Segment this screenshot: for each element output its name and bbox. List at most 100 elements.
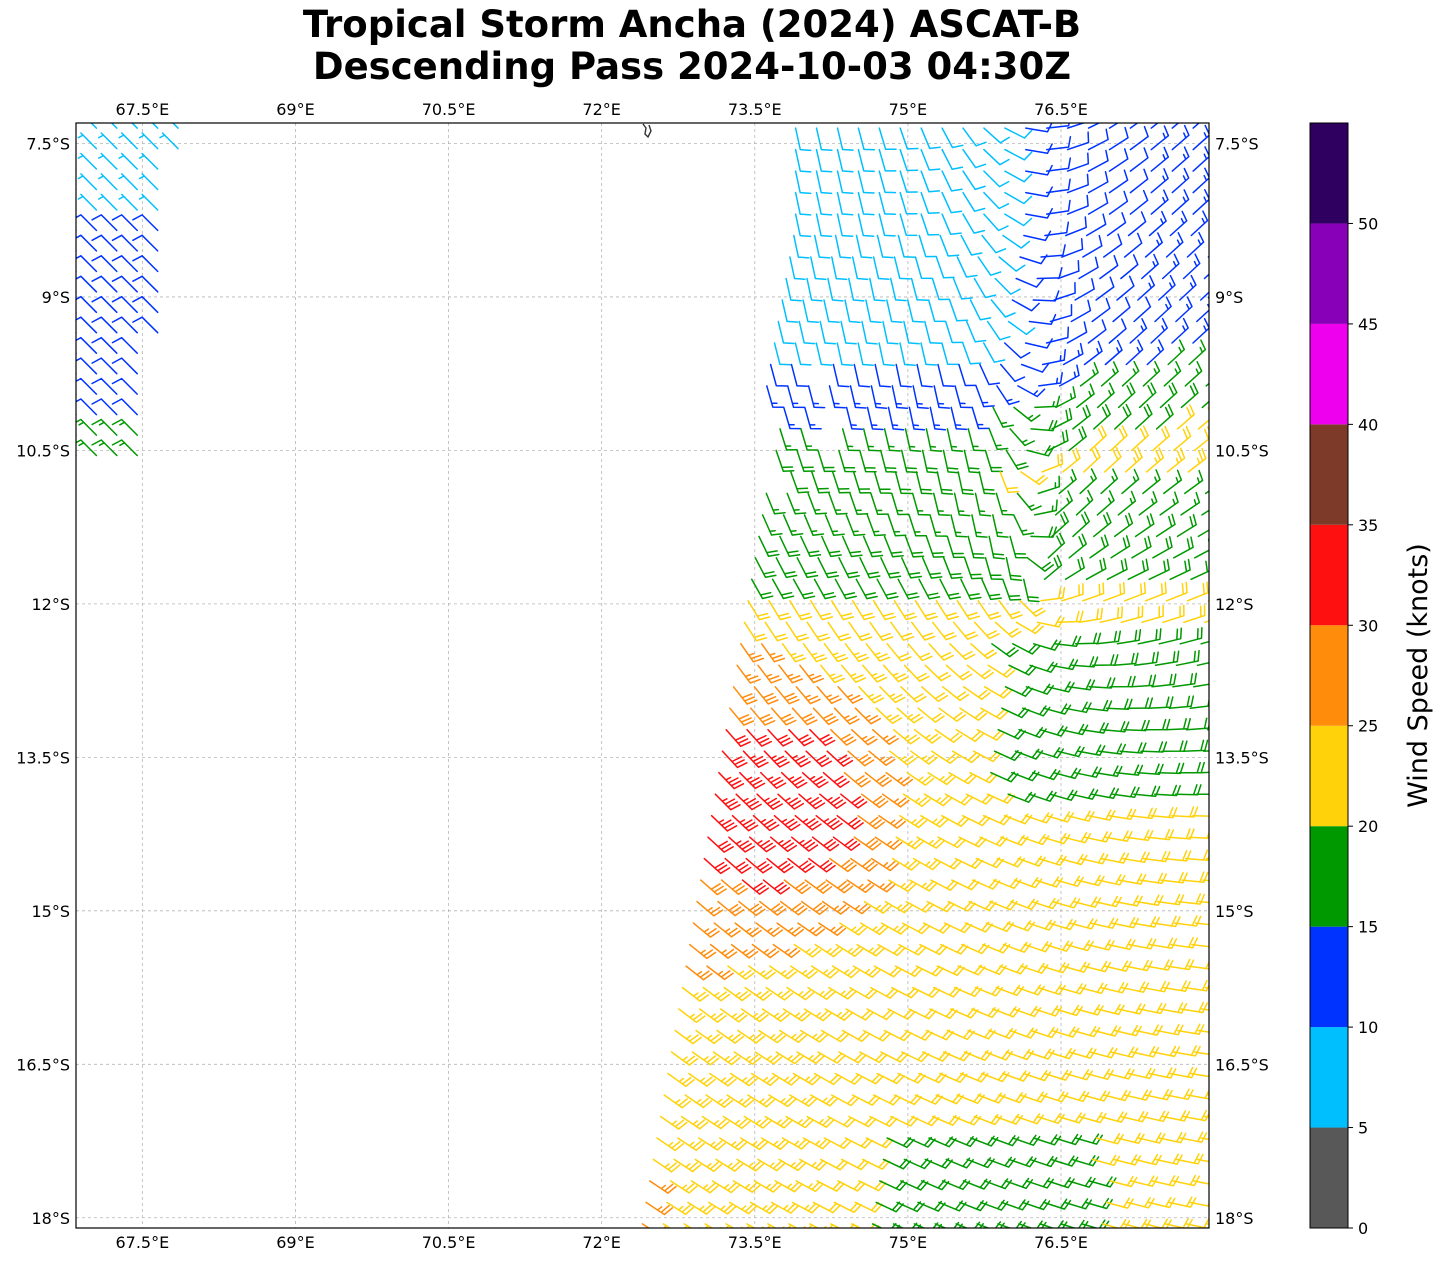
wind-barb <box>787 857 815 873</box>
wind-barb <box>789 256 806 281</box>
wind-barb <box>1066 321 1088 344</box>
wind-barb <box>1051 1026 1080 1038</box>
wind-barb <box>1212 560 1232 580</box>
wind-barb <box>1012 514 1035 536</box>
wind-barb <box>982 342 1006 363</box>
wind-barb <box>802 643 828 663</box>
wind-barb <box>870 986 899 999</box>
wind-barb <box>656 1137 684 1152</box>
wind-barb <box>1020 471 1049 486</box>
wind-barb <box>1038 371 1063 387</box>
wind-barb <box>670 1051 699 1066</box>
wind-barb <box>788 728 815 747</box>
wind-barb <box>77 193 98 211</box>
wind-barb <box>1164 717 1191 731</box>
wind-barb <box>1091 297 1111 323</box>
wind-barb <box>1004 191 1033 205</box>
wind-barb <box>868 750 896 766</box>
wind-barb <box>871 728 899 745</box>
wind-barb <box>684 1094 713 1109</box>
wind-barb <box>755 922 783 938</box>
wind-barb <box>933 857 963 870</box>
wind-barb <box>1203 750 1209 752</box>
wind-barb <box>1212 211 1228 235</box>
wind-barb <box>91 234 118 252</box>
wind-barb <box>1067 679 1096 691</box>
wind-barb <box>1140 741 1168 753</box>
wind-barb <box>1025 1177 1054 1189</box>
wind-barb <box>674 1029 702 1045</box>
wind-barb <box>933 385 951 409</box>
wind-barb <box>706 965 734 981</box>
wind-barb <box>1012 1005 1042 1018</box>
wind-barb <box>138 152 159 170</box>
wind-barb <box>915 965 944 977</box>
wind-barb <box>76 188 77 191</box>
wind-barb <box>1205 857 1209 860</box>
wind-barb <box>718 771 745 790</box>
wind-barb <box>1079 362 1099 387</box>
colorbar: 0 5 10 15 20 25 30 35 40 45 50 <box>1309 122 1378 1238</box>
wind-barb <box>1196 296 1209 323</box>
lon-tick-label-top: 72°E <box>582 100 620 119</box>
wind-barb <box>1169 558 1191 581</box>
wind-barb <box>869 277 886 302</box>
wind-barb <box>680 1115 709 1130</box>
wind-barb <box>799 1029 829 1043</box>
title-line-2: Descending Pass 2024-10-03 04:30Z <box>312 45 1072 88</box>
wind-barb <box>814 943 843 958</box>
wind-barb <box>840 793 868 809</box>
wind-barb <box>1120 254 1139 280</box>
wind-barb <box>937 363 955 388</box>
wind-barb <box>917 707 945 723</box>
wind-barb <box>1131 535 1152 559</box>
wind-barb <box>1203 1115 1209 1119</box>
wind-barb <box>1082 234 1103 258</box>
wind-barb <box>1041 962 1070 974</box>
wind-barb <box>1148 558 1170 581</box>
wind-barb <box>858 686 885 704</box>
wind-barb <box>1054 1004 1084 1017</box>
wind-barb <box>984 449 1003 473</box>
wind-barb <box>1142 469 1161 495</box>
wind-barb <box>1142 360 1161 387</box>
wind-barb <box>1175 296 1193 323</box>
wind-barb <box>975 385 995 408</box>
wind-barb <box>961 814 991 827</box>
wind-barb <box>886 643 912 662</box>
wind-barb <box>1071 1025 1101 1038</box>
wind-barb <box>869 621 894 642</box>
wind-barb <box>739 1137 768 1151</box>
wind-barb <box>798 793 826 810</box>
wind-barb <box>775 557 798 579</box>
wind-barb <box>891 385 909 410</box>
wind-barb <box>852 471 872 494</box>
wind-barb <box>848 621 873 642</box>
wind-barb <box>1036 1112 1065 1125</box>
wind-barb <box>1180 382 1199 409</box>
wind-barb <box>765 986 794 1001</box>
wind-barb <box>857 342 874 367</box>
wind-barb <box>978 471 996 495</box>
wind-barb <box>781 299 799 323</box>
wind-barb <box>1192 167 1209 194</box>
wind-barb <box>863 900 892 914</box>
lon-tick-label-top: 69°E <box>276 100 314 119</box>
wind-barb <box>874 836 903 851</box>
wind-barb <box>1039 725 1068 737</box>
wind-barb <box>76 167 77 170</box>
wind-barb <box>880 557 902 579</box>
wind-barb <box>1045 157 1072 172</box>
wind-barb <box>118 173 138 191</box>
wind-barb <box>873 965 902 978</box>
wind-barb <box>1064 1069 1094 1081</box>
wind-barb <box>879 686 906 704</box>
wind-barb <box>722 1115 751 1130</box>
wind-barb <box>1074 1133 1103 1145</box>
wind-barb <box>1199 771 1209 774</box>
wind-barb <box>753 1180 782 1193</box>
wind-barb <box>910 277 929 301</box>
wind-barb <box>831 256 848 281</box>
wind-barb <box>836 814 864 830</box>
wind-barb <box>921 557 943 579</box>
